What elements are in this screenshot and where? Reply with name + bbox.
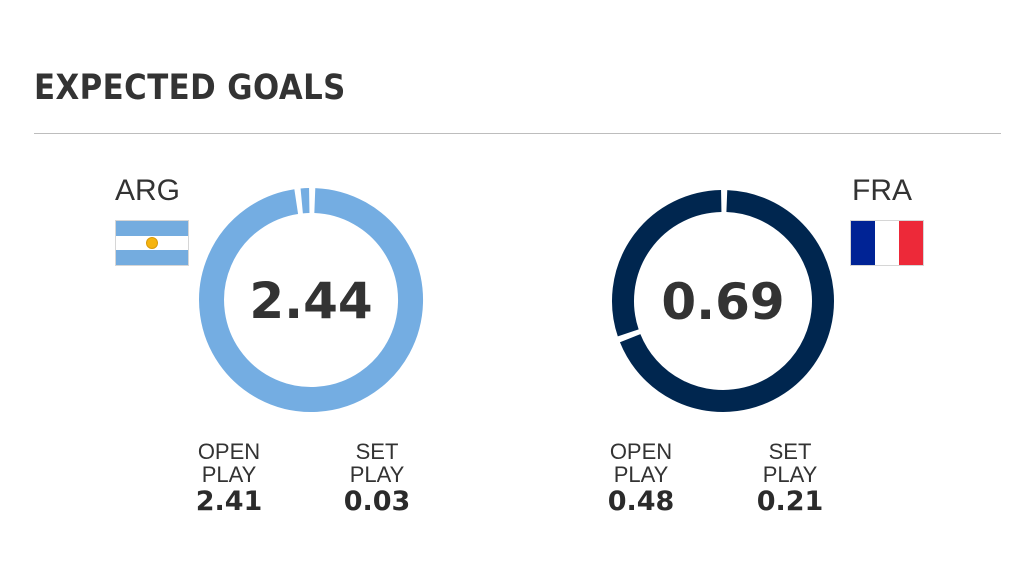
arg-set-play: SET PLAY 0.03 (317, 440, 437, 518)
arg-xg-donut: 2.44 (199, 188, 423, 412)
fra-set-play: SET PLAY 0.21 (730, 440, 850, 518)
arg-set-play-label-2: PLAY (349, 462, 405, 487)
arg-set-play-label-1: SET (355, 439, 399, 464)
arg-team-code: ARG (115, 174, 181, 207)
argentina-flag-top-stripe (116, 221, 188, 236)
arg-open-play-segment (199, 188, 423, 412)
france-flag-red-band (899, 221, 923, 265)
arg-open-play-value: 2.41 (195, 486, 263, 517)
argentina-flag (115, 220, 189, 266)
fra-set-play-label-1: SET (768, 439, 812, 464)
title-divider (34, 133, 1001, 134)
fra-team-code: FRA (852, 174, 912, 207)
france-flag (850, 220, 924, 266)
france-flag-white-band (875, 221, 899, 265)
fra-total-xg: 0.69 (661, 273, 784, 331)
fra-xg-donut: 0.69 (612, 190, 834, 412)
fra-set-play-label-2: PLAY (762, 462, 818, 487)
argentina-sun-icon (147, 238, 157, 248)
fra-open-play: OPEN PLAY 0.48 (581, 440, 701, 518)
arg-total-xg: 2.44 (249, 272, 372, 330)
arg-open-play: OPEN PLAY 2.41 (169, 440, 289, 518)
fra-open-play-value: 0.48 (607, 486, 675, 517)
france-flag-blue-band (851, 221, 875, 265)
fra-set-play-segment (612, 190, 722, 337)
page-title: EXPECTED GOALS (34, 68, 346, 108)
arg-set-play-value: 0.03 (343, 486, 411, 517)
fra-open-play-label-1: OPEN (609, 439, 673, 464)
fra-set-play-value: 0.21 (756, 486, 824, 517)
arg-open-play-label-1: OPEN (197, 439, 261, 464)
fra-open-play-segment (619, 190, 834, 412)
arg-open-play-label-2: PLAY (201, 462, 257, 487)
fra-open-play-label-2: PLAY (613, 462, 669, 487)
argentina-flag-bottom-stripe (116, 250, 188, 265)
